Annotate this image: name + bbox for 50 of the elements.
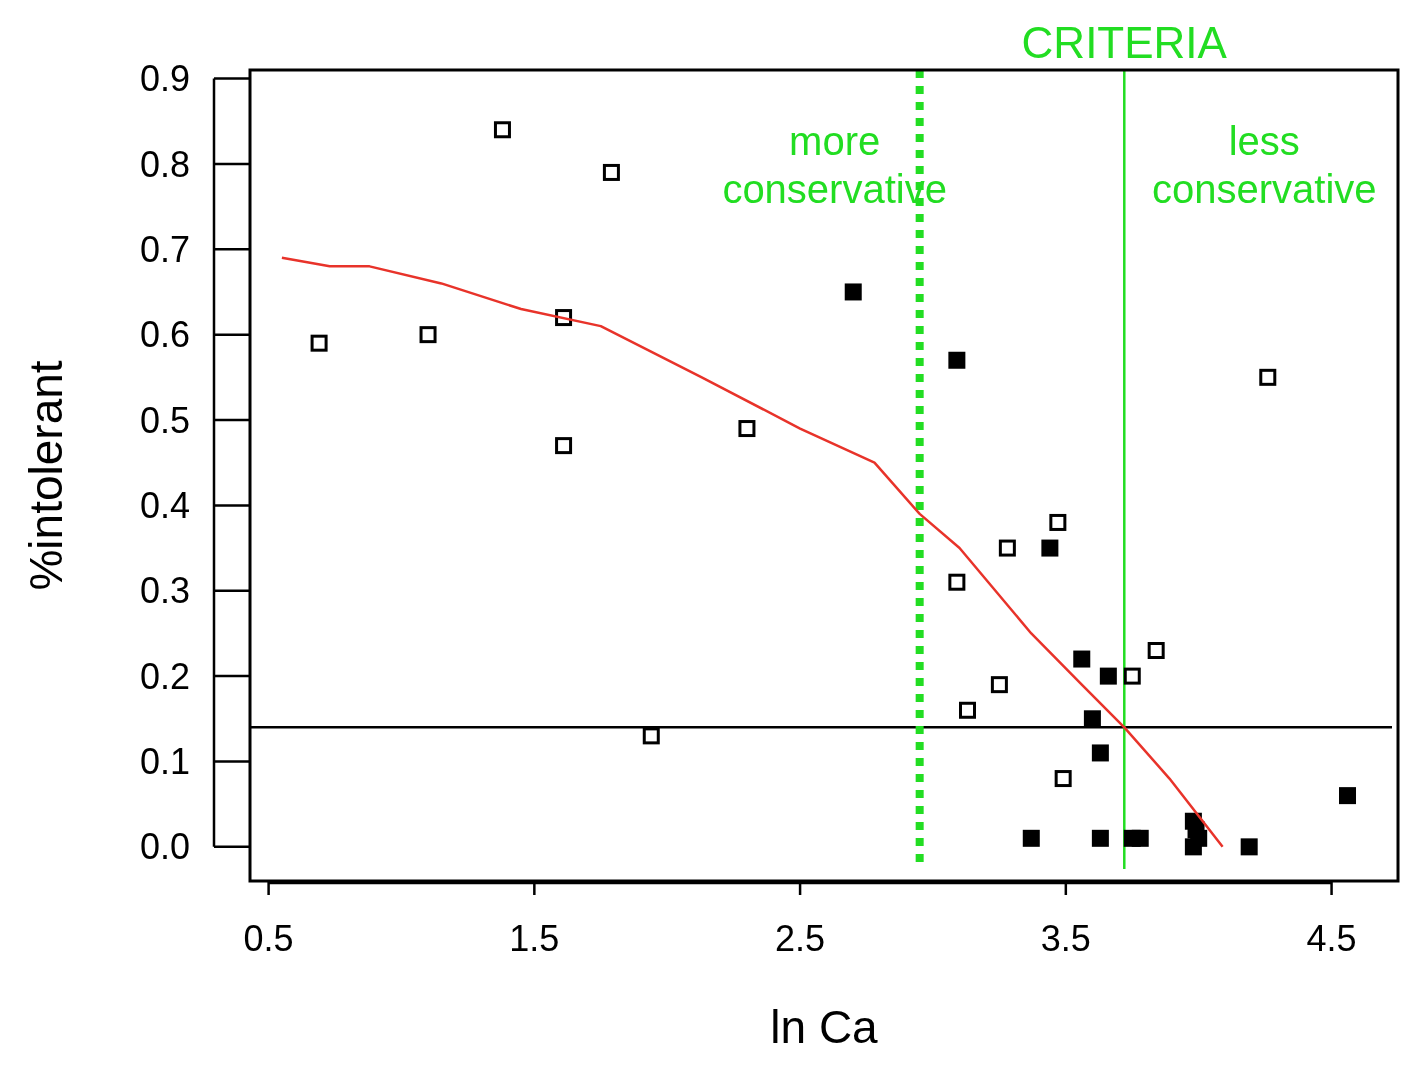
point — [1240, 838, 1258, 856]
point — [844, 283, 862, 301]
point — [419, 326, 437, 344]
point — [1091, 744, 1109, 762]
x-tick-label: 4.5 — [1306, 918, 1357, 959]
y-tick-label: 0.1 — [139, 741, 190, 783]
x-tick-label: 3.5 — [1040, 918, 1091, 959]
point — [1123, 667, 1141, 685]
point — [738, 420, 756, 438]
point — [1184, 838, 1202, 856]
point — [1054, 770, 1072, 788]
point — [990, 676, 1008, 694]
point — [1049, 513, 1067, 531]
x-tick-label: 2.5 — [775, 918, 826, 959]
point — [1091, 829, 1109, 847]
point — [1073, 650, 1091, 668]
x-tick-label: 0.5 — [243, 918, 294, 959]
y-tick-label: 0.0 — [139, 826, 190, 868]
point — [1339, 787, 1357, 805]
y-tick-label: 0.8 — [139, 143, 190, 185]
line-series — [280, 256, 1224, 849]
y-tick-label: 0.3 — [139, 570, 190, 612]
point — [602, 163, 620, 181]
y-tick-label: 0.5 — [139, 399, 190, 441]
point — [1041, 539, 1059, 557]
ref-line-label: more conservative — [722, 119, 947, 211]
y-tick-label: 0.2 — [139, 655, 190, 697]
point — [1147, 642, 1165, 660]
point — [1131, 829, 1149, 847]
y-tick-label: 0.7 — [139, 228, 190, 270]
point — [948, 573, 966, 591]
y-tick-label: 0.4 — [139, 484, 190, 526]
x-tick-label: 1.5 — [509, 918, 560, 959]
point — [959, 701, 976, 719]
point — [1022, 829, 1040, 847]
point — [1099, 667, 1117, 685]
point — [948, 351, 966, 369]
point — [493, 121, 511, 139]
point — [642, 727, 660, 745]
point — [310, 334, 328, 352]
chart-title: CRITERIA — [1021, 18, 1228, 67]
point — [1259, 368, 1277, 386]
point — [998, 539, 1016, 557]
y-tick-label: 0.9 — [139, 58, 190, 100]
y-axis-title: %intolerant — [20, 360, 72, 591]
x-axis-title: ln Ca — [770, 1001, 879, 1053]
point — [555, 437, 573, 455]
y-tick-label: 0.6 — [139, 314, 190, 356]
ref-line-label: less conservative — [1152, 119, 1377, 211]
point — [1083, 710, 1101, 728]
